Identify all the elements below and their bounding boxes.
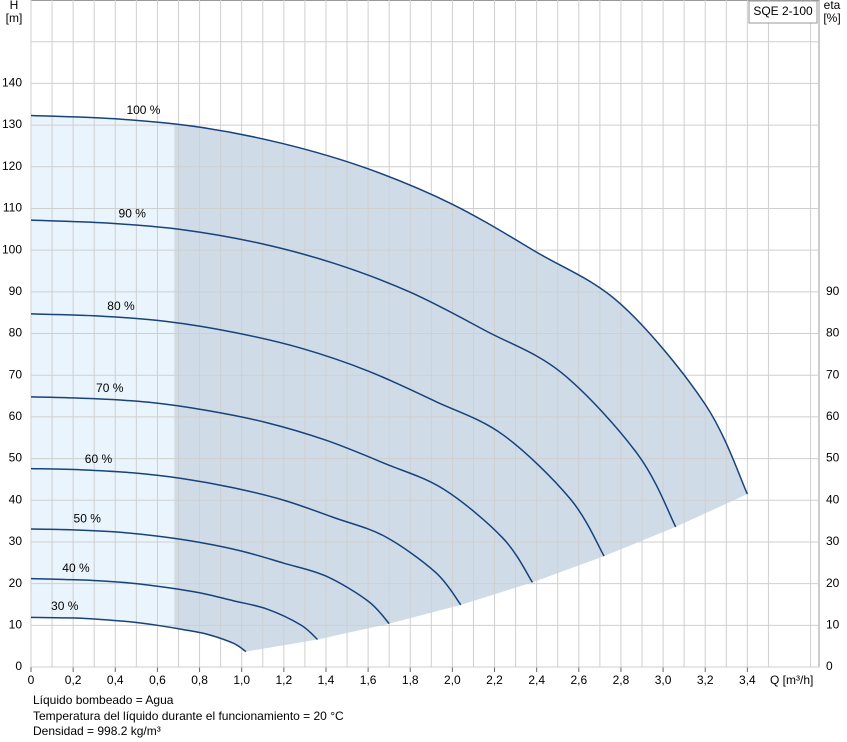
y-tick-label: 120 [2, 159, 22, 173]
x-tick-label: 3,4 [739, 673, 756, 687]
x-tick-label: 1,2 [275, 673, 292, 687]
y2-tick-label: 10 [826, 617, 840, 631]
x-tick-label: 1,4 [318, 673, 335, 687]
pump-curve [30, 616, 247, 653]
pump-curve [30, 219, 677, 528]
y-tick-label: 100 [2, 242, 22, 256]
curve-label: 30 % [51, 599, 79, 613]
y-tick-label: 30 [9, 534, 23, 548]
pump-curve [30, 467, 462, 606]
curve-label: 100 % [126, 103, 160, 117]
curve-label: 70 % [96, 381, 124, 395]
curve-label: 80 % [107, 299, 135, 313]
x-axis-label: Q [m³/h] [770, 673, 813, 687]
pump-curve [30, 528, 390, 625]
x-tick-label: 3,2 [697, 673, 714, 687]
x-tick-label: 3,0 [655, 673, 672, 687]
y-tick-label: 70 [9, 367, 23, 381]
y-tick-label: 50 [9, 451, 23, 465]
grid [30, 0, 820, 672]
x-tick-label: 1,0 [233, 673, 250, 687]
x-tick-label: 0,4 [107, 673, 124, 687]
y-tick-label: 0 [15, 659, 22, 673]
note: Líquido bombeado = Agua [33, 693, 174, 707]
y2-tick-label: 0 [826, 659, 833, 673]
pump-curve [30, 313, 605, 557]
y2-tick-label: 70 [826, 367, 840, 381]
x-tick-label: 0,8 [191, 673, 208, 687]
y-tick-label: 110 [3, 201, 22, 215]
x-tick-label: 2,2 [486, 673, 503, 687]
y2-axis-label: eta [824, 0, 841, 12]
x-tick-label: 2,0 [444, 673, 461, 687]
note: Temperatura del líquido durante el funci… [33, 709, 344, 723]
curve-label: 90 % [119, 206, 147, 220]
curve-label: 50 % [74, 512, 102, 526]
y2-tick-label: 50 [826, 451, 840, 465]
y-tick-label: 60 [9, 409, 23, 423]
x-tick-label: 1,8 [402, 673, 419, 687]
y-tick-label: 130 [2, 117, 22, 131]
x-tick-label: 2,6 [570, 673, 587, 687]
note: Densidad = 998.2 kg/m³ [33, 724, 161, 738]
y2-tick-label: 20 [826, 576, 840, 590]
y-tick-label: 140 [2, 76, 22, 90]
y2-tick-label: 80 [826, 326, 840, 340]
y-tick-label: 80 [9, 326, 23, 340]
curve-label: 60 % [85, 452, 113, 466]
curves [30, 114, 749, 653]
y2-tick-label: 90 [826, 284, 840, 298]
x-tick-label: 0 [28, 673, 35, 687]
x-tick-label: 2,4 [528, 673, 545, 687]
y-axis-unit: [m] [6, 11, 23, 25]
model-label: SQE 2-100 [753, 4, 813, 18]
y-tick-label: 10 [9, 617, 23, 631]
x-tick-label: 0,6 [149, 673, 166, 687]
y-tick-label: 90 [9, 284, 23, 298]
pump-curve [30, 396, 534, 583]
operating-region [174, 123, 748, 652]
y-axis-label: H [10, 0, 19, 12]
y2-tick-label: 40 [826, 492, 840, 506]
pump-curve [30, 114, 749, 495]
y2-axis-unit: [%] [823, 11, 840, 25]
curve-label: 40 % [62, 561, 90, 575]
model-box [748, 0, 818, 24]
pump-curve [30, 577, 319, 641]
y-tick-label: 40 [9, 492, 23, 506]
x-tick-label: 2,8 [613, 673, 630, 687]
x-tick-label: 0,2 [65, 673, 82, 687]
y-tick-label: 20 [9, 576, 23, 590]
y2-tick-label: 60 [826, 409, 840, 423]
y2-tick-label: 30 [826, 534, 840, 548]
x-tick-label: 1,6 [360, 673, 377, 687]
